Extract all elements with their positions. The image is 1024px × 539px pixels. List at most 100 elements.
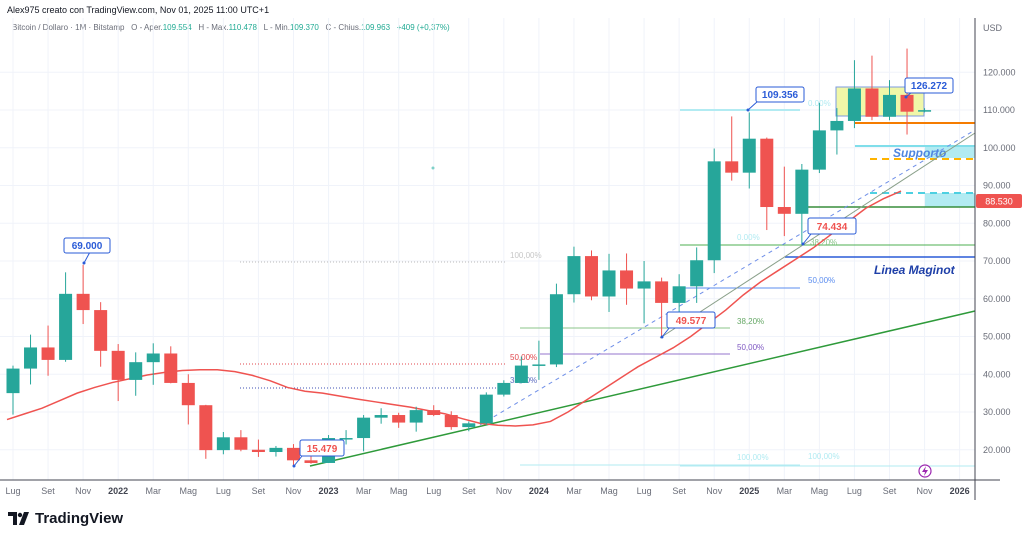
candle-2022-02[interactable] [129,352,143,396]
callout-box[interactable] [755,86,805,103]
candle-body [918,110,932,112]
candle-body [129,362,143,380]
callout-pointer [802,233,812,245]
candle-2023-10[interactable] [479,392,493,425]
candle-2023-12[interactable] [514,356,528,384]
tradingview-logo[interactable]: TradingView [8,510,123,527]
candle-2022-07[interactable] [216,432,230,455]
candle-2025-09[interactable] [883,80,896,121]
high-value: 110.478 [228,23,257,32]
candle-2022-11[interactable] [286,444,300,467]
candle-2025-11[interactable] [918,108,932,113]
dashed-trendline[interactable] [479,129,976,426]
callout-pointer [661,326,671,338]
candle-body [409,410,423,423]
candle-2022-01[interactable] [111,344,125,402]
candle-2024-04[interactable] [584,250,598,301]
price-axis[interactable]: 20.000 30.000 40.000 50.000 60.000 70.000 80.0… [983,67,1016,455]
candle-body [900,94,914,112]
candle-2024-05[interactable] [602,253,616,312]
fib-c-382-label: 38,20% [810,238,837,247]
support-zone[interactable] [925,146,975,158]
candle-2024-03[interactable] [567,246,581,303]
candle-2023-08[interactable] [444,411,458,430]
candle-2023-06[interactable] [409,406,423,432]
candle-body [427,410,441,416]
candle-2025-07[interactable] [847,60,861,129]
symbol-label[interactable]: Bitcoin / Dollaro · 1M · Bitstamp [12,23,125,32]
candle-body [707,161,721,261]
candle-2022-04[interactable] [164,346,178,384]
candle-2022-12[interactable] [304,455,318,464]
candle-2021-09[interactable] [41,325,55,376]
candle-2021-11[interactable] [76,264,90,325]
long-trendline[interactable] [309,310,976,467]
lightning-icon[interactable] [918,464,932,478]
candle-2024-08[interactable] [655,277,669,339]
callout-anchor [660,335,664,339]
candle-2022-08[interactable] [234,430,248,452]
candle-2024-07[interactable] [637,261,651,324]
candle-2025-08[interactable] [865,55,879,121]
candle-2023-02[interactable] [339,430,353,445]
callout-box[interactable] [904,77,954,94]
candle-body [304,460,318,463]
candle-2025-05[interactable] [812,102,826,174]
candle-2022-09[interactable] [251,439,265,457]
callout-box[interactable] [63,237,111,254]
candle-2025-02[interactable] [760,137,774,231]
time-axis[interactable]: Lug Set Nov 2022 Mar Mag Lug Set Nov 2023 Mar Mag Lu… [5,486,969,496]
candle-2025-01[interactable] [742,112,756,189]
candle-2024-06[interactable] [620,253,634,305]
candle-2024-11[interactable] [707,148,721,274]
fib-c-50-label: 50,00% [808,276,835,285]
fib-c-100-label: 100,00% [808,452,840,461]
candle-2022-06[interactable] [199,404,213,459]
candle-2024-12[interactable] [725,116,739,181]
cyan-zone[interactable] [925,193,975,207]
callout-pointer [293,455,303,467]
callout-49577: 49.577 [676,316,707,327]
candle-2024-02[interactable] [549,283,563,368]
ma-value-label: 88.530 [985,197,1013,207]
candle-2025-04[interactable] [795,163,809,245]
callout-anchor [292,464,296,468]
price-tick-label: 40.000 [983,369,1011,379]
currency-label: USD [983,23,1003,33]
candle-body [234,437,248,450]
candle-body [514,365,528,383]
candle-2023-05[interactable] [392,412,406,428]
candle-2021-08[interactable] [24,334,38,385]
candle-2025-03[interactable] [777,166,791,237]
time-tick-label: 2022 [108,486,128,496]
candle-body [94,310,108,351]
candle-2024-01[interactable] [532,340,546,380]
open-value: 109.554 [162,23,192,32]
time-tick-label: 2023 [319,486,339,496]
callout-box[interactable] [807,217,857,235]
candle-2023-09[interactable] [462,421,476,432]
candle-2023-07[interactable] [427,405,441,417]
candle-2021-07[interactable] [6,365,20,415]
candle-2023-03[interactable] [357,415,371,452]
candle-body [24,347,38,369]
short-trendline[interactable] [659,132,976,339]
candle-2022-05[interactable] [181,374,195,425]
candle-body [690,260,704,287]
fib-b-0-label: 0.00% [737,233,760,242]
callout-box[interactable] [666,311,716,329]
candle-2021-10[interactable] [59,272,73,362]
candle-2022-03[interactable] [146,343,160,385]
time-tick-label: 2026 [950,486,970,496]
author-line: Alex975 creato con TradingView.com, Nov … [7,5,270,15]
candle-2022-10[interactable] [269,445,283,457]
candle-2021-12[interactable] [94,302,108,367]
candle-2023-11[interactable] [497,380,511,397]
candle-body [830,120,844,131]
candle-2025-06[interactable] [830,108,844,155]
candle-2024-10[interactable] [690,247,704,303]
candle-body [111,350,125,380]
candle-2023-04[interactable] [374,408,388,424]
callout-box[interactable] [299,439,345,457]
